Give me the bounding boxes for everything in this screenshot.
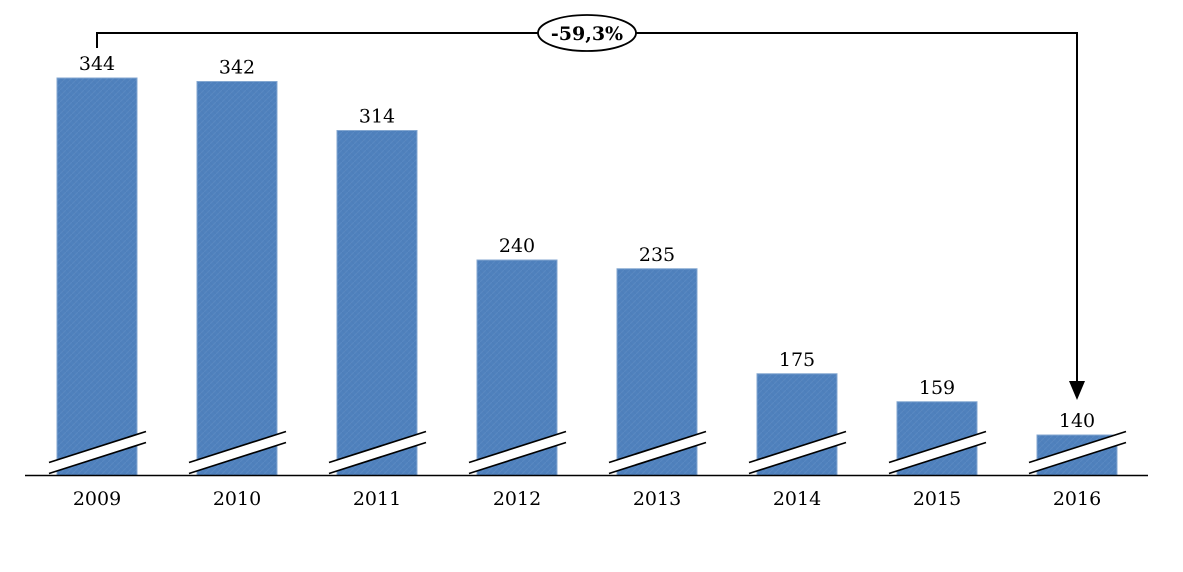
axis-break-line-bottom: [748, 441, 847, 475]
axis-break-line-top: [468, 430, 567, 464]
axis-break-line-bottom: [328, 441, 427, 475]
arrow-head-icon: [1069, 381, 1085, 400]
x-tick-label: 2014: [773, 488, 821, 510]
bar-2011: [336, 130, 418, 476]
bar-2010: [196, 81, 278, 476]
bar-value-label: 344: [79, 53, 115, 75]
axis-break-mark: [1029, 431, 1126, 474]
axis-break-mark: [609, 431, 706, 474]
axis-break-mark: [889, 431, 986, 474]
bar-value-label: 159: [919, 377, 955, 399]
bar-value-label: 140: [1059, 410, 1095, 432]
axis-break-mark: [749, 431, 846, 474]
axis-break-mark: [189, 431, 286, 474]
axis-break-line-bottom: [608, 441, 707, 475]
axis-break-line-top: [48, 430, 147, 464]
axis-break-line-top: [888, 430, 987, 464]
axis-break-line-bottom: [48, 441, 147, 475]
axis-break-line-top: [328, 430, 427, 464]
x-tick-label: 2015: [913, 488, 961, 510]
axis-break-mark: [469, 431, 566, 474]
x-tick-label: 2013: [633, 488, 681, 510]
x-tick-label: 2010: [213, 488, 261, 510]
x-tick-label: 2009: [73, 488, 121, 510]
axis-break-line-top: [608, 430, 707, 464]
axis-break-line-bottom: [888, 441, 987, 475]
annotation-label: -59,3%: [551, 23, 623, 45]
x-tick-label: 2016: [1053, 488, 1101, 510]
axis-break-line-bottom: [188, 441, 287, 475]
axis-break-mark: [329, 431, 426, 474]
axis-break-line-bottom: [1028, 441, 1127, 475]
bar-value-label: 235: [639, 244, 675, 266]
bar-value-label: 175: [779, 349, 815, 371]
axis-break-line-bottom: [468, 441, 567, 475]
axis-break-mark: [49, 431, 146, 474]
axis-break-line-top: [188, 430, 287, 464]
x-tick-label: 2012: [493, 488, 541, 510]
bar-value-label: 314: [359, 106, 395, 128]
x-tick-label: 2011: [353, 488, 401, 510]
bar-value-label: 342: [219, 57, 255, 79]
bar-2009: [56, 77, 138, 476]
axis-break-line-top: [1028, 430, 1127, 464]
annotation-ellipse: [537, 14, 637, 52]
bar-value-label: 240: [499, 235, 535, 257]
axis-break-line-top: [748, 430, 847, 464]
